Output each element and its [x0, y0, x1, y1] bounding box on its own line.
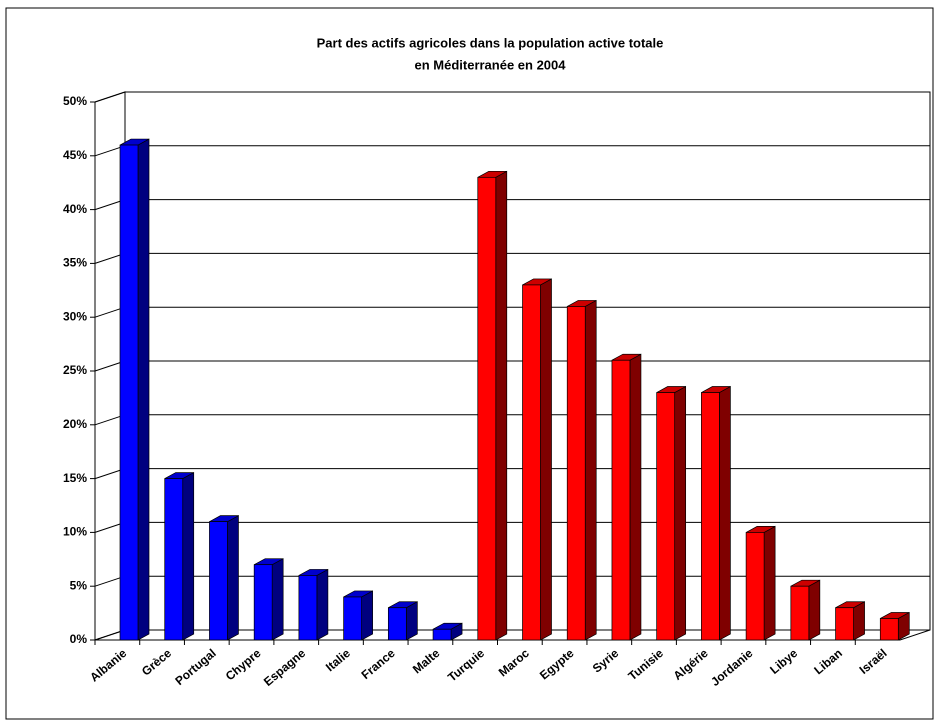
bar-side-shade [540, 278, 552, 640]
bar-top-shade [388, 601, 418, 608]
bar-side-shade [764, 526, 776, 640]
bar-top-shade [254, 558, 284, 565]
bar-top-shade [656, 386, 686, 393]
bar [879, 618, 899, 641]
bar-top-shade [611, 354, 641, 361]
bar-top-shade [164, 472, 194, 479]
bar-top-shade [343, 590, 373, 597]
chart-subtitle: en Méditerranée en 2004 [414, 57, 566, 72]
bar [298, 575, 318, 641]
bar-side-shade [361, 590, 373, 640]
bar [253, 564, 273, 641]
bar-top-shade [120, 139, 149, 146]
y-tick-label: 20% [63, 417, 87, 431]
bar-side-shade [898, 612, 910, 640]
bar-side-shade [182, 472, 194, 640]
y-tick-label: 0% [70, 632, 88, 646]
bar-top-shade [835, 601, 865, 608]
bar [656, 392, 676, 641]
bar-side-shade [227, 515, 239, 640]
bar [164, 478, 184, 641]
y-tick-label: 15% [63, 471, 87, 485]
bar [432, 628, 452, 641]
bar-side-shade [272, 558, 284, 640]
bar-side-shade [629, 354, 641, 640]
bar [835, 607, 854, 641]
bar-top-shade [477, 171, 507, 178]
bar [119, 144, 139, 641]
y-tick-label: 25% [63, 363, 87, 377]
bar [387, 607, 407, 641]
y-tick-label: 45% [63, 148, 87, 162]
y-tick-label: 50% [63, 94, 87, 108]
bar-side-shade [406, 601, 418, 640]
bar-side-shade [674, 386, 686, 640]
bar [209, 521, 228, 641]
y-tick-label: 5% [70, 578, 88, 592]
bar [701, 392, 720, 641]
bar-top-shade [433, 623, 463, 630]
bar-side-shade [495, 171, 507, 640]
bar [611, 359, 631, 641]
bar-top-shade [209, 515, 239, 522]
bar-side-shade [853, 601, 865, 640]
bar-side-shade [138, 139, 149, 641]
bar-side-shade [719, 386, 731, 640]
chart-title: Part des actifs agricoles dans la popula… [317, 35, 664, 50]
bar [343, 596, 362, 641]
bar-top-shade [790, 580, 820, 587]
bar [477, 176, 497, 641]
y-tick-label: 10% [63, 525, 87, 539]
bar-side-shade [451, 623, 463, 640]
bar-side-shade [316, 569, 328, 640]
grid-line [94, 91, 126, 103]
y-tick-label: 30% [63, 309, 87, 323]
bar-top-shade [567, 300, 597, 307]
bar-side-shade [585, 300, 597, 640]
bar-top-shade [746, 526, 776, 533]
bar [790, 585, 810, 641]
bar [522, 284, 541, 641]
bar [745, 532, 765, 641]
bar-top-shade [880, 612, 910, 619]
bar-side-shade [808, 580, 820, 640]
bar-top-shade [522, 278, 552, 285]
bar-top-shade [701, 386, 731, 393]
y-tick-label: 40% [63, 202, 87, 216]
bar [566, 306, 586, 641]
y-tick-label: 35% [63, 256, 87, 270]
bar-top-shade [298, 569, 328, 576]
